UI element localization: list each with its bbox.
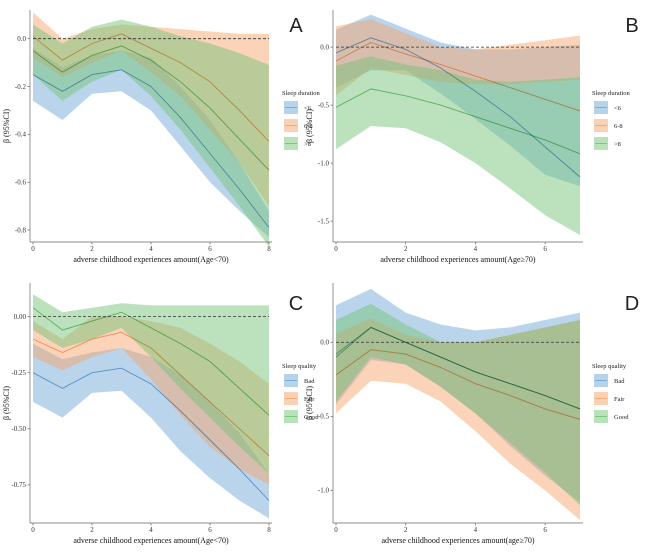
x-axis-title: adverse childhood experiences amount(Age…: [73, 536, 229, 545]
panel-letter: D: [625, 293, 639, 315]
panel-b: 0 2 4 6 0.0 -0.5 -1.0 -1.5 adverse childhood exp…: [305, 10, 639, 264]
x-tick-label: 0: [31, 526, 35, 534]
x-tick-label: 6: [543, 526, 547, 534]
ci-band-blue: [336, 14, 580, 187]
series-line-green: [335, 88, 581, 155]
legend: Sleep duration <6 6-8 >8: [282, 90, 320, 150]
x-tick-label: 4: [474, 245, 478, 253]
y-axis-title: β (95%CI): [2, 386, 11, 420]
legend-label: Bad: [304, 378, 315, 385]
legend-label: 6-8: [304, 123, 313, 130]
x-tick-label: 6: [543, 245, 547, 253]
legend-label: Good: [614, 414, 629, 421]
y-axis-title: β (95%CI): [2, 109, 11, 143]
ci-band-orange: [336, 19, 580, 96]
series-line-orange: [32, 331, 270, 457]
legend-title: Sleep quality: [592, 363, 627, 370]
y-tick-label: -1.0: [318, 487, 330, 495]
y-tick-label: -0.4: [15, 131, 27, 139]
y-tick-label: -1.0: [318, 159, 330, 167]
y-axis-title: β (95%CI): [305, 109, 314, 143]
ci-band-green: [336, 303, 580, 506]
legend-label: >8: [614, 141, 621, 148]
y-tick-label: -0.2: [15, 83, 27, 91]
x-tick-label: 6: [208, 245, 212, 253]
ci-band-orange: [33, 12, 269, 207]
x-tick-label: 4: [474, 526, 478, 534]
legend-label: Good: [304, 414, 319, 421]
y-tick-label: -0.25: [11, 369, 26, 377]
legend-label: Bad: [614, 378, 625, 385]
x-tick-label: 2: [90, 526, 94, 534]
x-tick-label: 0: [334, 245, 338, 253]
x-tick-label: 4: [149, 526, 153, 534]
legend-label: Fair: [614, 396, 625, 403]
series-line-green: [32, 307, 270, 416]
ci-band-blue: [33, 343, 269, 519]
y-tick-label: -1.5: [318, 217, 330, 225]
ci-band-orange: [336, 318, 580, 520]
series-line-blue: [32, 69, 270, 228]
y-tick-label: 0.0: [320, 339, 329, 347]
legend-label: >8: [304, 141, 311, 148]
series-line-green: [32, 45, 270, 171]
y-tick-label: -0.5: [318, 413, 330, 421]
legend-title: Sleep quality: [282, 363, 317, 370]
series-line-blue: [335, 37, 581, 178]
x-tick-label: 0: [31, 245, 35, 253]
y-tick-label: 0.0: [320, 43, 329, 51]
x-axis-title: adverse childhood experiences amount(Age…: [380, 255, 536, 264]
panel-c: 0 2 4 6 8 0.00 -0.25 -0.50 -0.75 adverse childhoo…: [2, 283, 319, 545]
x-tick-label: 0: [334, 526, 338, 534]
legend: Sleep quality Bad Fair Good: [282, 363, 319, 423]
y-axis-title: β (95%CI): [305, 386, 314, 420]
series-line-orange: [32, 33, 270, 142]
y-tick-label: -0.75: [11, 481, 26, 489]
x-tick-label: 8: [267, 245, 271, 253]
panel-d: 0 2 4 6 0.0 -0.5 -1.0 adverse childhood experie…: [305, 283, 639, 545]
y-tick-label: -0.8: [15, 226, 27, 234]
legend-label: <6: [304, 105, 312, 112]
y-tick-label: 0.0: [17, 35, 26, 43]
x-axis-title: adverse childhood experiences amount(Age…: [73, 255, 229, 264]
x-tick-label: 2: [90, 245, 94, 253]
x-axis-title: adverse childhood experiences amount(age…: [382, 536, 535, 545]
legend-title: Sleep duration: [282, 90, 320, 97]
series-line-green: [335, 326, 581, 410]
legend-label: <6: [614, 105, 622, 112]
series-line-blue: [32, 367, 270, 501]
legend-label: Fair: [304, 396, 315, 403]
x-tick-label: 2: [404, 245, 408, 253]
panel-letter: A: [289, 15, 303, 37]
ci-band-orange: [33, 316, 269, 485]
panel-a: 0 2 4 6 8 0.0 -0.2 -0.4 -0.6 -0.8 adverse childhoo…: [2, 10, 320, 264]
y-tick-label: -0.6: [15, 179, 27, 187]
ci-band-green: [33, 19, 269, 247]
y-tick-label: -0.5: [318, 101, 330, 109]
x-tick-label: 2: [404, 526, 408, 534]
legend: Sleep duration <6 6-8 >8: [592, 90, 630, 150]
x-tick-label: 8: [267, 526, 271, 534]
legend: Sleep quality Bad Fair Good: [592, 363, 629, 423]
legend-label: 6-8: [614, 123, 623, 130]
ci-band-green: [336, 56, 580, 236]
series-line-orange: [335, 42, 581, 112]
y-tick-label: -0.50: [11, 425, 26, 433]
y-tick-label: 0.00: [14, 313, 27, 321]
panel-letter: C: [289, 293, 303, 315]
x-tick-label: 4: [149, 245, 153, 253]
legend-title: Sleep duration: [592, 90, 630, 97]
panel-letter: B: [625, 15, 638, 37]
series-line-orange: [335, 349, 581, 420]
x-tick-label: 6: [208, 526, 212, 534]
